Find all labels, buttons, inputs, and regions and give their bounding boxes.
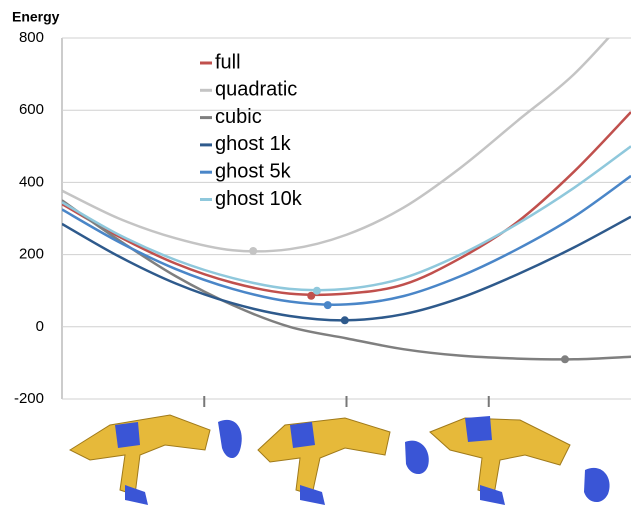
- y-tick-label: 800: [19, 29, 44, 46]
- minimum-marker: [249, 246, 258, 255]
- figure-3: [429, 416, 610, 505]
- legend-label: ghost 5k: [215, 160, 292, 182]
- y-tick-label: -200: [14, 390, 44, 407]
- y-tick-label: 0: [36, 318, 44, 335]
- figure-1: [68, 414, 242, 505]
- legend-label: ghost 10k: [215, 188, 303, 210]
- series-line: [62, 174, 631, 306]
- figure-2: [257, 417, 429, 505]
- minimum-marker: [307, 291, 316, 300]
- minimum-marker: [340, 316, 349, 325]
- y-axis-label: Energy: [12, 9, 60, 25]
- y-tick-label: 200: [19, 246, 44, 263]
- series-line: [62, 111, 631, 297]
- minimum-marker: [560, 355, 569, 364]
- y-tick-label: 400: [19, 173, 44, 190]
- minimum-marker: [312, 286, 321, 295]
- legend-label: quadratic: [215, 79, 297, 101]
- legend-label: cubic: [215, 106, 262, 128]
- series-line: [62, 38, 611, 253]
- series-line: [62, 199, 631, 361]
- series-line: [62, 145, 631, 292]
- minimum-marker: [323, 301, 332, 310]
- y-tick-label: 600: [19, 101, 44, 118]
- legend-label: ghost 1k: [215, 133, 292, 155]
- legend-label: full: [215, 51, 241, 73]
